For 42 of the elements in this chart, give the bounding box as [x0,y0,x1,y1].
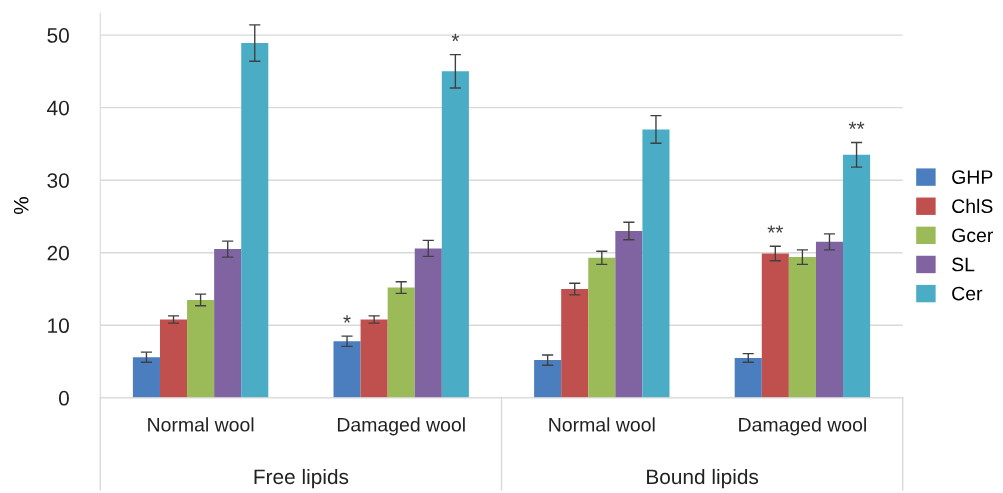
bar [360,319,388,398]
y-tick-label: 0 [58,390,69,406]
bar [414,248,442,398]
bar [761,253,789,398]
bar [159,319,188,398]
bar [441,71,469,398]
text: Free lipids [254,468,349,489]
y-tick-label: 50 [47,28,69,43]
legend-label: Gcer [952,228,993,243]
bar [734,357,762,398]
bar [642,129,670,398]
data-label: * [343,315,351,323]
legend-label: ChlS [952,198,993,214]
bar [387,287,415,398]
x-tick-label: Normal wool [549,417,655,432]
data-label: ** [767,225,784,233]
y-axis-title: % [13,197,29,215]
bar [588,257,616,398]
bar [615,230,643,398]
bar [132,357,160,398]
x-tick-label: Normal wool [148,417,254,432]
y-tick-label: 40 [47,100,69,116]
y-tick-label: 30 [47,173,69,188]
bar [241,43,269,398]
y-tick-label: 10 [48,318,69,334]
data-label: * [451,33,460,42]
bar [214,249,242,398]
legend-label: SL [952,257,975,272]
bar [187,299,215,398]
bar [561,289,589,398]
bar [534,360,562,398]
bar [333,341,361,398]
bar [843,154,871,398]
text: Bound lipids [647,468,759,489]
legend-label: GHP [952,170,993,184]
bar [788,257,816,398]
x-tick-label: Damaged wool [337,417,465,436]
legend-label: Cer [952,286,983,301]
bar [815,241,844,398]
x-tick-label: Damaged wool [739,417,866,436]
y-tick-label: 20 [47,245,69,261]
data-label: ** [848,121,865,129]
